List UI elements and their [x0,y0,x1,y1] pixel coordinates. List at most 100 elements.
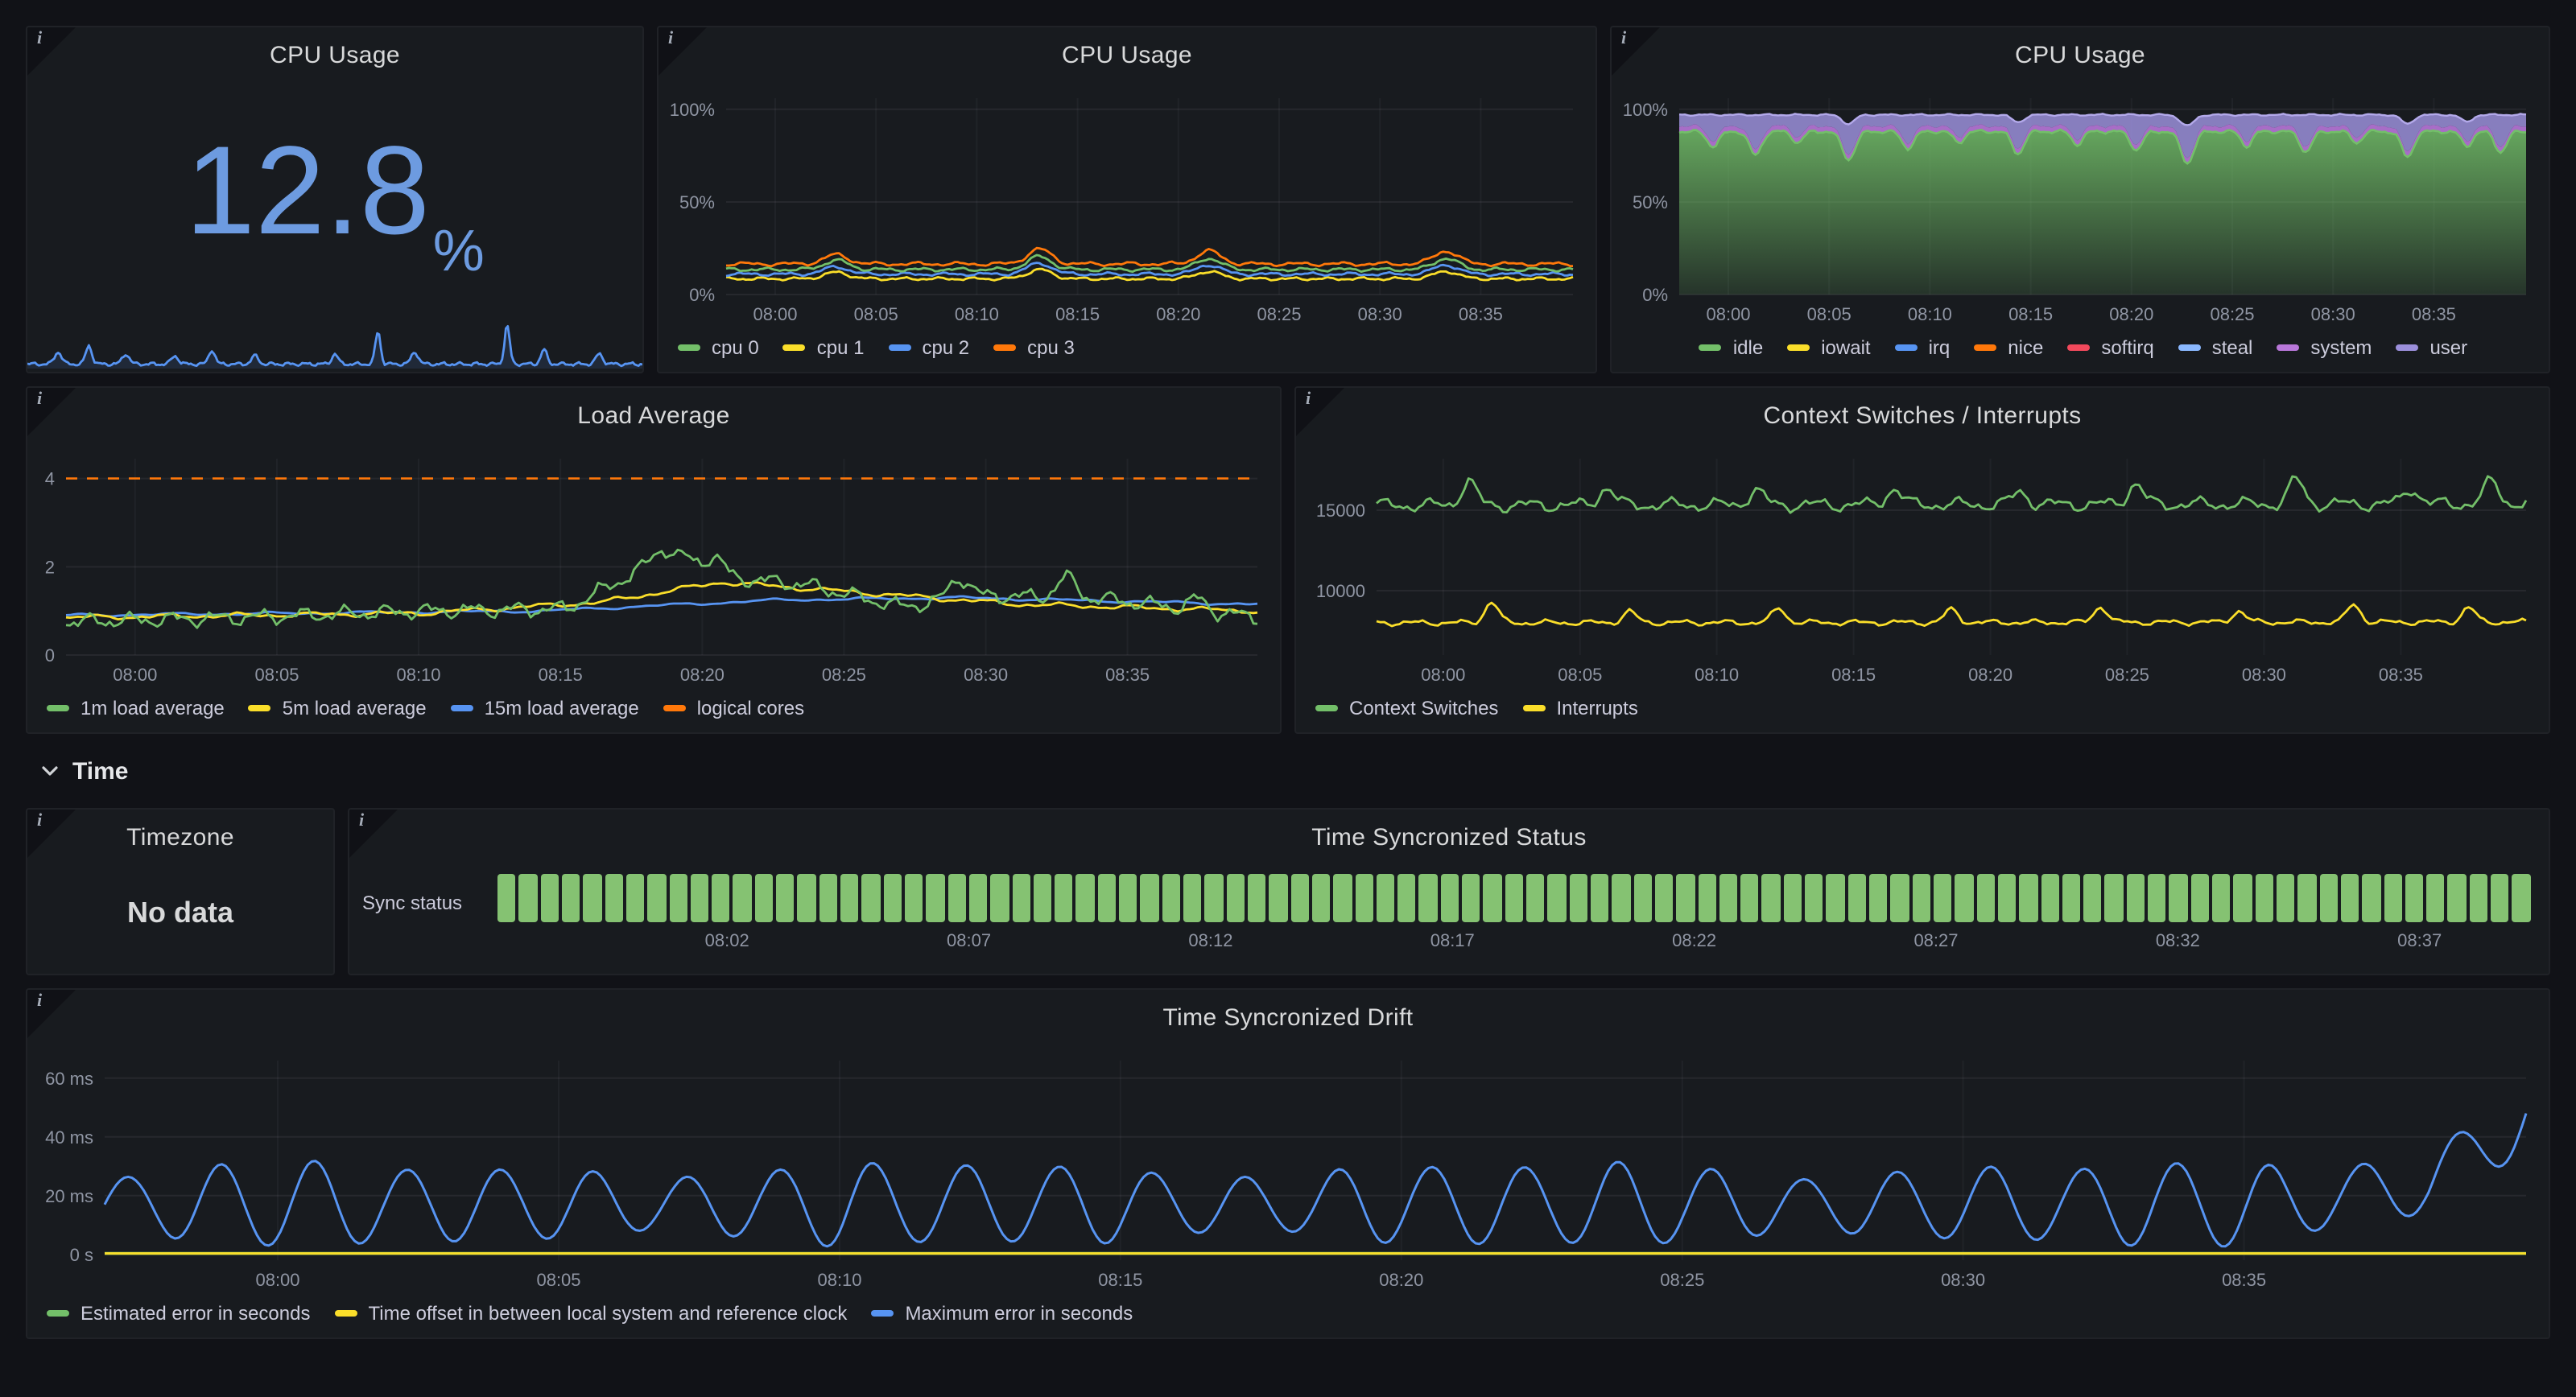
status-cell [776,874,795,922]
legend-swatch [2396,344,2419,350]
legend-item[interactable]: Estimated error in seconds [47,1301,310,1324]
svg-text:10000: 10000 [1316,581,1365,601]
panel-title[interactable]: CPU Usage [2015,41,2145,68]
row-load-context: i Load Average 0 2 4 08:00 08:05 08:10 08:15 08… [26,386,2550,734]
status-cell [1397,874,1416,922]
status-cell [583,874,602,922]
panel-title[interactable]: Load Average [577,402,730,429]
panel-title[interactable]: Timezone [126,823,234,851]
legend-swatch [663,704,686,711]
svg-text:08:20: 08:20 [2109,304,2153,324]
info-icon: i [37,991,43,1011]
legend-swatch [1974,344,1997,350]
legend-swatch [1522,704,1546,711]
row-cpu: i CPU Usage 12.8 % i CPU Usage 0% 50% 100%… [26,26,2550,373]
svg-text:08:30: 08:30 [2311,304,2355,324]
legend-item[interactable]: softirq [2067,336,2154,358]
legend-swatch [678,344,700,350]
panel-info-corner[interactable]: i [27,388,76,436]
cpu-per-core-line-chart[interactable]: 0% 50% 100% 08:00 08:05 08:10 08:15 08:20 08:25 0… [658,82,1596,330]
legend-swatch [2277,344,2300,350]
legend-item[interactable]: nice [1974,336,2043,358]
svg-text:100%: 100% [670,100,715,120]
legend-item[interactable]: user [2396,336,2467,358]
legend-item[interactable]: cpu 3 [993,336,1075,358]
status-cell [1119,874,1137,922]
legend-item[interactable]: 1m load average [47,696,225,719]
panel-info-corner[interactable]: i [1296,388,1344,436]
panel-title[interactable]: CPU Usage [270,41,400,68]
legend-item[interactable]: 5m load average [248,696,427,719]
legend-swatch [248,704,271,711]
status-cell [2126,874,2145,922]
svg-text:08:15: 08:15 [1098,1270,1142,1290]
svg-text:08:00: 08:00 [753,304,797,324]
legend-item[interactable]: Context Switches [1315,696,1498,719]
sync-status-history-chart[interactable]: 08:02 08:07 08:12 08:17 08:22 08:27 08:32 08:37 [497,864,2531,974]
legend-item[interactable]: Maximum error in seconds [871,1301,1133,1324]
svg-text:08:20: 08:20 [1156,304,1200,324]
panel-info-corner[interactable]: i [658,27,707,76]
svg-text:08:05: 08:05 [536,1270,580,1290]
legend-item[interactable]: Interrupts [1522,696,1638,719]
legend-swatch [450,704,473,711]
status-cell [1783,874,1802,922]
legend-item[interactable]: idle [1699,336,1763,358]
legend-item[interactable]: cpu 1 [782,336,864,358]
status-cell [2169,874,2188,922]
info-icon: i [359,811,365,830]
panel-info-corner[interactable]: i [27,810,76,858]
status-cell [2148,874,2166,922]
legend-item[interactable]: logical cores [663,696,804,719]
status-cell [754,874,774,922]
status-cell [968,874,988,922]
panel-title[interactable]: Time Syncronized Drift [1162,1003,1414,1031]
legend-swatch [47,1309,69,1316]
legend-swatch [2178,344,2201,350]
row-header-time[interactable]: Time [26,747,2550,795]
time-sync-drift-line-chart[interactable]: 0 s 20 ms 40 ms 60 ms 08:00 08:05 08:10 08:15 08… [27,1045,2549,1296]
status-cell [1012,874,1030,922]
cpu-modes-stacked-area-chart[interactable]: 0% 50% 100% 08:00 08:05 08:10 08:15 08:20 08:25 0… [1612,82,2549,330]
svg-text:0%: 0% [1642,285,1668,305]
chevron-down-icon[interactable] [39,760,61,782]
legend-item[interactable]: 15m load average [450,696,639,719]
legend-item[interactable]: system [2277,336,2372,358]
status-cell [1376,874,1395,922]
status-cell [861,874,881,922]
status-cell [1912,874,1930,922]
legend-item[interactable]: irq [1894,336,1950,358]
legend-item[interactable]: cpu 0 [678,336,759,358]
svg-text:08:10: 08:10 [955,304,999,324]
legend-item[interactable]: iowait [1787,336,1871,358]
svg-text:08:10: 08:10 [817,1270,861,1290]
panel-title[interactable]: Context Switches / Interrupts [1763,402,2082,429]
context-switches-line-chart[interactable]: 10000 15000 08:00 08:05 08:10 08:15 08:20 08:25… [1296,443,2549,690]
info-icon: i [1621,29,1627,48]
panel-title[interactable]: Time Syncronized Status [1311,823,1587,851]
load-average-line-chart[interactable]: 0 2 4 08:00 08:05 08:10 08:15 08:20 08:25 08:30 08… [27,443,1280,690]
x-tick-label: 08:07 [947,932,992,951]
status-cell [605,874,623,922]
legend-item[interactable]: Time offset in between local system and … [334,1301,847,1324]
panel-info-corner[interactable]: i [349,810,398,858]
status-cells [497,874,2531,922]
legend-item[interactable]: cpu 2 [888,336,969,358]
panel-cpu-usage-per-core: i CPU Usage 0% 50% 100% 08:00 08:05 08:10 08:1… [657,26,1597,373]
svg-text:08:35: 08:35 [2379,665,2423,685]
panel-info-corner[interactable]: i [1612,27,1660,76]
status-cell [2340,874,2359,922]
panel-cpu-usage-modes: i CPU Usage 0% 50% 100% 08:00 08:05 08:10 08:1… [1610,26,2550,373]
x-tick-label: 08:27 [1913,932,1959,951]
panel-title[interactable]: CPU Usage [1062,41,1192,68]
legend-swatch [1787,344,1810,350]
svg-text:20 ms: 20 ms [45,1186,93,1206]
row-time-panels: i Timezone No data i Time Syncronized St… [26,808,2550,975]
svg-text:08:35: 08:35 [1459,304,1503,324]
panel-info-corner[interactable]: i [27,27,76,76]
status-cell [647,874,666,922]
legend-item[interactable]: steal [2178,336,2252,358]
stat-sparkline-chart[interactable] [27,298,642,372]
legend-swatch [1315,704,1338,711]
panel-info-corner[interactable]: i [27,990,76,1038]
